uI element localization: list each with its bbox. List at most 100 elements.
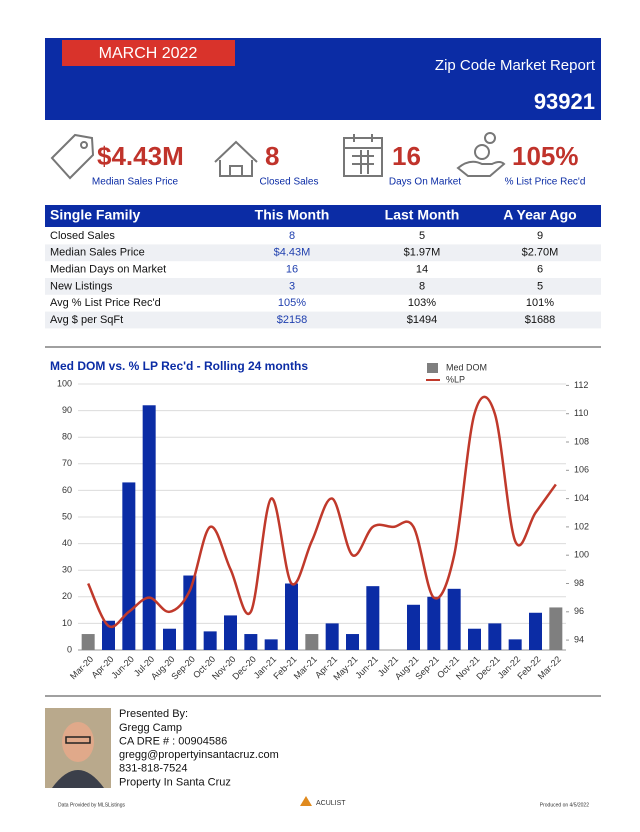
table-cell: 103% <box>408 297 436 309</box>
table-cell: 14 <box>416 264 428 276</box>
table-cell: 6 <box>537 264 543 276</box>
x-tick-label: Mar-20 <box>68 654 95 681</box>
legend-label: Med DOM <box>446 362 487 372</box>
table-cell: 101% <box>526 297 554 309</box>
agent-line: Property In Santa Cruz <box>119 776 231 788</box>
stat-value: 105% <box>512 141 579 171</box>
y-tick-label: 10 <box>62 618 72 628</box>
table-row-bg <box>45 244 601 262</box>
table-cell: 3 <box>289 280 295 292</box>
bar <box>183 575 197 650</box>
zip: 93921 <box>534 89 595 114</box>
x-tick-label: Jun-21 <box>353 654 380 681</box>
bar <box>427 596 441 650</box>
table-header: Last Month <box>385 207 460 223</box>
agent-line: CA DRE # : 00904586 <box>119 736 227 748</box>
table-cell: Median Days on Market <box>50 264 166 276</box>
bar <box>407 604 420 650</box>
table-cell: 5 <box>537 280 543 292</box>
bar <box>224 615 237 650</box>
table-cell: Median Sales Price <box>50 247 145 259</box>
table-cell: New Listings <box>50 280 113 292</box>
table-cell: 9 <box>537 230 543 242</box>
table-cell: $1494 <box>407 314 438 326</box>
photo-glasses <box>65 736 91 744</box>
coin-icon <box>474 144 490 160</box>
table-cell: $1.97M <box>404 247 441 259</box>
hand-icon <box>456 160 506 177</box>
stat-label: Closed Sales <box>260 177 319 188</box>
y-tick-label: 80 <box>62 432 72 442</box>
brand-logo <box>300 796 312 806</box>
y2-tick-label: 106 <box>574 465 589 475</box>
bar <box>122 482 136 650</box>
y-tick-label: 100 <box>57 378 72 388</box>
table-cell: Closed Sales <box>50 230 115 242</box>
y-tick-label: 30 <box>62 565 72 575</box>
stat-value: 16 <box>392 141 421 171</box>
y2-tick-label: 98 <box>574 578 584 588</box>
bar <box>285 583 298 650</box>
y2-tick-label: 112 <box>574 380 588 390</box>
bar <box>346 634 359 650</box>
y2-tick-label: 100 <box>574 550 589 560</box>
table-header-bg <box>45 205 601 227</box>
y2-tick-label: 110 <box>574 408 588 418</box>
photo-shirt <box>52 770 104 788</box>
agent-line: gregg@propertyinsantacruz.com <box>119 749 279 761</box>
table-cell: Avg $ per SqFt <box>50 314 123 326</box>
table-cell: Avg % List Price Rec'd <box>50 297 161 309</box>
bar <box>244 634 258 650</box>
y2-tick-label: 96 <box>574 606 584 616</box>
y-tick-label: 60 <box>62 485 72 495</box>
chart-title: Med DOM vs. % LP Rec'd - Rolling 24 mont… <box>50 359 308 373</box>
table-cell: 105% <box>278 297 306 309</box>
bar <box>203 631 217 650</box>
agent-line: Gregg Camp <box>119 722 182 734</box>
stat-label: % List Price Rec'd <box>505 177 586 188</box>
table-header: This Month <box>255 207 330 223</box>
table-row-bg <box>45 311 601 329</box>
table-cell: $4.43M <box>274 247 311 259</box>
agent-heading: Presented By: <box>119 708 188 720</box>
bar <box>488 623 502 650</box>
house-icon <box>214 140 258 177</box>
legend-label: %LP <box>446 374 465 384</box>
y-tick-label: 70 <box>62 458 72 468</box>
month-box <box>62 40 235 66</box>
table-cell: 16 <box>286 264 298 276</box>
bar <box>163 628 176 650</box>
bar <box>325 623 339 650</box>
tag-icon <box>50 133 95 180</box>
table-cell: $2158 <box>277 314 308 326</box>
footer-brand: ACULIST <box>316 800 346 807</box>
table-cell: 8 <box>289 230 295 242</box>
y-tick-label: 90 <box>62 405 72 415</box>
report-title: Zip Code Market Report <box>435 57 596 74</box>
photo-face <box>62 722 94 762</box>
table-cell: $2.70M <box>522 247 559 259</box>
tag-hole <box>80 141 88 149</box>
stat-value: $4.43M <box>97 141 184 171</box>
icons <box>50 132 506 180</box>
y2-tick-label: 94 <box>574 634 584 644</box>
bar <box>142 405 156 650</box>
table-cell: $1688 <box>525 314 556 326</box>
month: MARCH 2022 <box>99 45 198 62</box>
bar <box>447 588 461 650</box>
table-row-bg <box>45 278 601 295</box>
bar <box>264 639 278 650</box>
bar <box>366 586 380 650</box>
line <box>87 395 557 629</box>
footer-produced: Produced on 4/5/2022 <box>540 802 589 808</box>
footer-source: Data Provided by MLSListings <box>58 802 125 808</box>
y2-tick-label: 108 <box>574 436 589 446</box>
legend-swatch <box>427 363 438 373</box>
x-tick-label: Jun-20 <box>109 654 136 681</box>
calendar-grid <box>344 134 382 174</box>
stat-value: 8 <box>265 141 279 171</box>
table-header: A Year Ago <box>503 207 576 223</box>
y2-tick-label: 104 <box>574 493 589 503</box>
table-cell: 8 <box>419 280 425 292</box>
